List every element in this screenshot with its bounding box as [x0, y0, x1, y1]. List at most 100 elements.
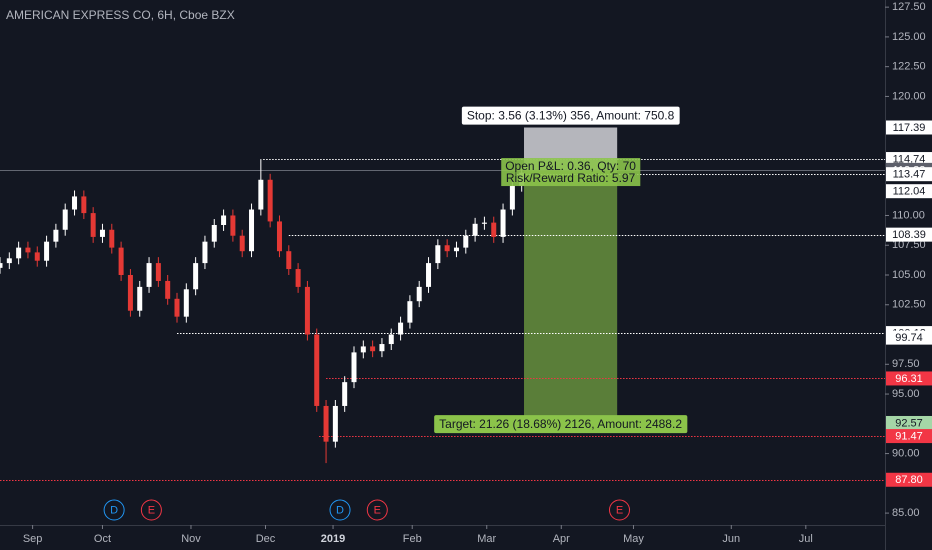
candle-body: [379, 344, 385, 352]
price-label-box: [886, 152, 932, 167]
price-label: 108.39: [892, 229, 926, 241]
event-label: D: [110, 504, 118, 516]
x-tick-label: 2019: [321, 533, 345, 545]
price-label: 87.80: [895, 474, 923, 486]
candle-body: [109, 229, 115, 248]
candle-body: [25, 247, 31, 253]
x-tick-label: Feb: [403, 533, 422, 545]
candle-body: [351, 352, 357, 383]
candle-body: [500, 209, 506, 237]
price-label-box: [886, 167, 932, 182]
y-tick-label: 110.00: [892, 209, 925, 221]
y-tick-label: 97.50: [892, 358, 920, 370]
candle-body: [137, 286, 143, 311]
x-tick-label: May: [623, 533, 644, 545]
candle-body: [44, 241, 50, 261]
candle-body: [323, 405, 329, 442]
y-tick-label: 95.00: [892, 388, 920, 400]
candle-body: [444, 245, 450, 252]
candle-body: [416, 286, 422, 302]
candle-body: [34, 252, 40, 261]
candle-body: [230, 215, 236, 236]
candle-body: [304, 286, 310, 335]
x-tick-label: Mar: [477, 533, 496, 545]
candle-body: [183, 289, 189, 317]
x-tick-label: Jul: [799, 533, 813, 545]
candle-body: [463, 235, 469, 248]
price-label-box: [886, 184, 932, 199]
candle-body: [146, 263, 152, 287]
x-tick-label: Dec: [256, 533, 276, 545]
x-tick-label: Nov: [181, 533, 201, 545]
y-tick-label: 122.50: [892, 61, 926, 73]
candle-body: [81, 196, 87, 214]
candle-body: [221, 215, 227, 225]
event-marker: [366, 499, 388, 521]
y-tick-label: 105.00: [892, 269, 926, 281]
price-label-box: [886, 330, 932, 345]
event-label: D: [336, 504, 344, 516]
price-label-box: [886, 415, 932, 430]
event-marker: [609, 499, 630, 521]
event-marker: [103, 499, 125, 521]
candle-body: [193, 263, 199, 290]
candle-body: [211, 225, 217, 242]
candle-body: [295, 269, 301, 287]
y-tick-label: 85.00: [892, 507, 920, 519]
rr-label: Risk/Reward Ratio: 5.97: [506, 171, 636, 185]
candle-body: [481, 222, 487, 224]
event-marker: [329, 499, 351, 521]
candle-body: [453, 247, 459, 252]
candle-body: [239, 235, 245, 252]
candle-body: [491, 222, 497, 237]
event-label: E: [374, 504, 381, 516]
candle-body: [249, 209, 255, 252]
candle-body: [286, 251, 292, 270]
candle-body: [388, 334, 394, 345]
price-label-box: [886, 227, 932, 242]
candle-body: [360, 346, 366, 353]
event-label: E: [616, 504, 623, 516]
pnl-label: Open P&L: 0.36, Qty: 70: [505, 159, 636, 173]
candle-body: [435, 245, 441, 264]
candle-body: [426, 263, 432, 287]
price-label-box: [886, 371, 932, 386]
candle-body: [118, 247, 124, 275]
price-label: 112.04: [893, 186, 926, 198]
candle-body: [314, 334, 320, 406]
y-tick-label: 120.00: [892, 90, 926, 102]
x-tick-label: Apr: [553, 533, 570, 545]
candle-body: [99, 229, 105, 237]
price-label: 92.57: [895, 417, 923, 429]
candle-body: [16, 247, 22, 259]
candle-body: [332, 405, 338, 442]
candle-body: [276, 221, 282, 252]
candle-body: [370, 346, 376, 352]
stop-label: Stop: 3.56 (3.13%) 356, Amount: 750.8: [467, 109, 675, 123]
candle-body: [6, 258, 12, 264]
x-tick-label: Jun: [722, 533, 740, 545]
candle-body: [53, 229, 59, 242]
event-label: E: [148, 504, 155, 516]
candle-body: [509, 185, 515, 210]
candle-body: [202, 241, 208, 264]
event-marker: [140, 499, 162, 521]
x-tick-label: Sep: [23, 533, 43, 545]
y-tick-label: 127.50: [892, 1, 926, 13]
price-label: 117.39: [893, 122, 926, 134]
price-label: 114.74: [893, 153, 926, 165]
x-tick-label: Oct: [94, 533, 111, 545]
target-label: Target: 21.26 (18.68%) 2126, Amount: 248…: [439, 417, 682, 431]
candle-body: [342, 382, 348, 406]
candle-body: [127, 275, 133, 311]
candle-body: [0, 263, 3, 268]
price-label-box: [886, 120, 932, 135]
stop-label-box: [461, 106, 680, 125]
target-zone: [524, 169, 618, 423]
price-label-box: [886, 472, 932, 487]
candle-body: [258, 179, 264, 210]
price-label: 113.47: [893, 169, 926, 181]
price-label: 91.47: [895, 430, 923, 442]
